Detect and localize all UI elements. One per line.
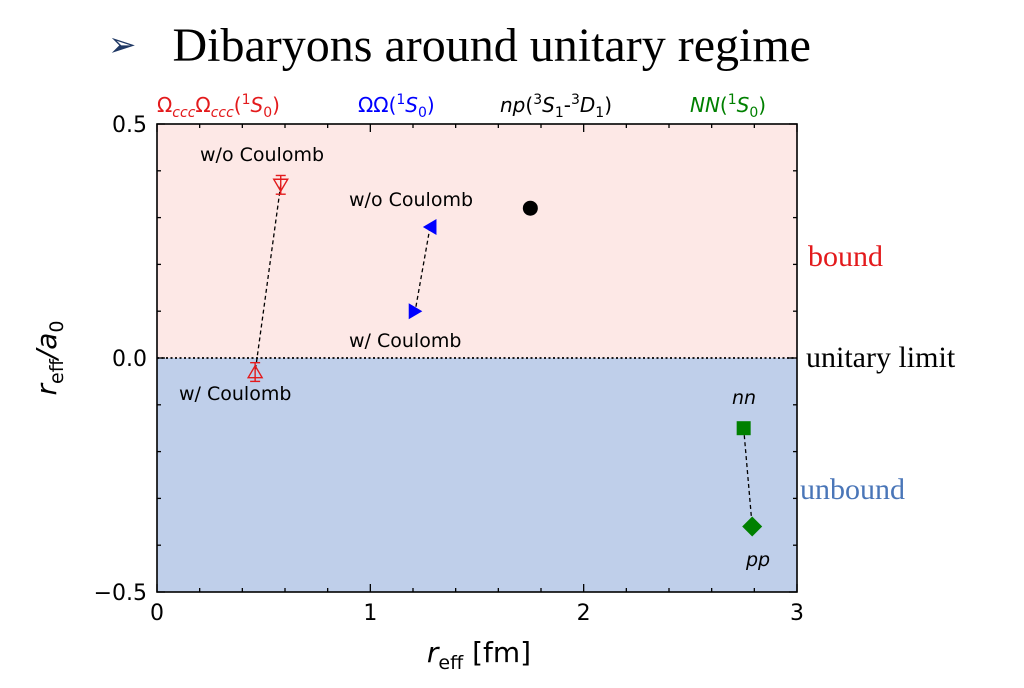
x-tick-label: 2 <box>577 601 591 626</box>
y-tick-label: 0.0 <box>112 347 147 372</box>
marker-omega-ccc <box>272 178 289 193</box>
bullet-arrow-icon: ➢ <box>108 25 137 65</box>
connector-line <box>743 428 753 527</box>
series-label: ΩΩ(1S0) <box>358 92 435 121</box>
x-tick-label: 0 <box>150 601 164 626</box>
series-label: NN(1S0) <box>690 92 766 121</box>
x-axis-title: reff [fm] <box>427 636 531 674</box>
x-tick-label: 1 <box>363 601 377 626</box>
region-unbound <box>157 358 797 592</box>
point-annotation: w/o Coulomb <box>200 144 324 166</box>
connector-line <box>414 226 431 312</box>
region-label-bound: bound <box>808 240 883 273</box>
slide-title-text: Dibaryons around unitary regime <box>172 18 811 72</box>
point-annotation: w/o Coulomb <box>349 189 473 211</box>
x-tick-label: 3 <box>790 601 804 626</box>
marker-pp <box>742 516 763 537</box>
point-annotation: pp <box>745 549 770 571</box>
y-tick-label: −0.5 <box>94 581 147 606</box>
marker-omega-omega <box>408 303 423 320</box>
region-label-unbound: unbound <box>800 473 905 506</box>
marker-omega-ccc <box>246 364 264 379</box>
marker-nn <box>736 421 751 436</box>
unitary-limit-label: unitary limit <box>806 341 956 374</box>
y-tick-label: 0.5 <box>112 113 147 138</box>
point-annotation: w/ Coulomb <box>179 383 291 405</box>
region-bound <box>157 124 797 358</box>
connector-line <box>254 184 282 373</box>
slide-title: ➢ Dibaryons around unitary regime <box>108 10 811 80</box>
marker-np <box>522 200 538 216</box>
marker-omega-omega <box>422 218 437 235</box>
series-label: ΩcccΩccc(1S0) <box>157 92 280 121</box>
y-axis-title: reff/a0 <box>30 321 68 396</box>
point-annotation: nn <box>732 387 756 409</box>
series-label: np(3S1-3D1) <box>500 92 612 121</box>
point-annotation: w/ Coulomb <box>349 330 461 352</box>
